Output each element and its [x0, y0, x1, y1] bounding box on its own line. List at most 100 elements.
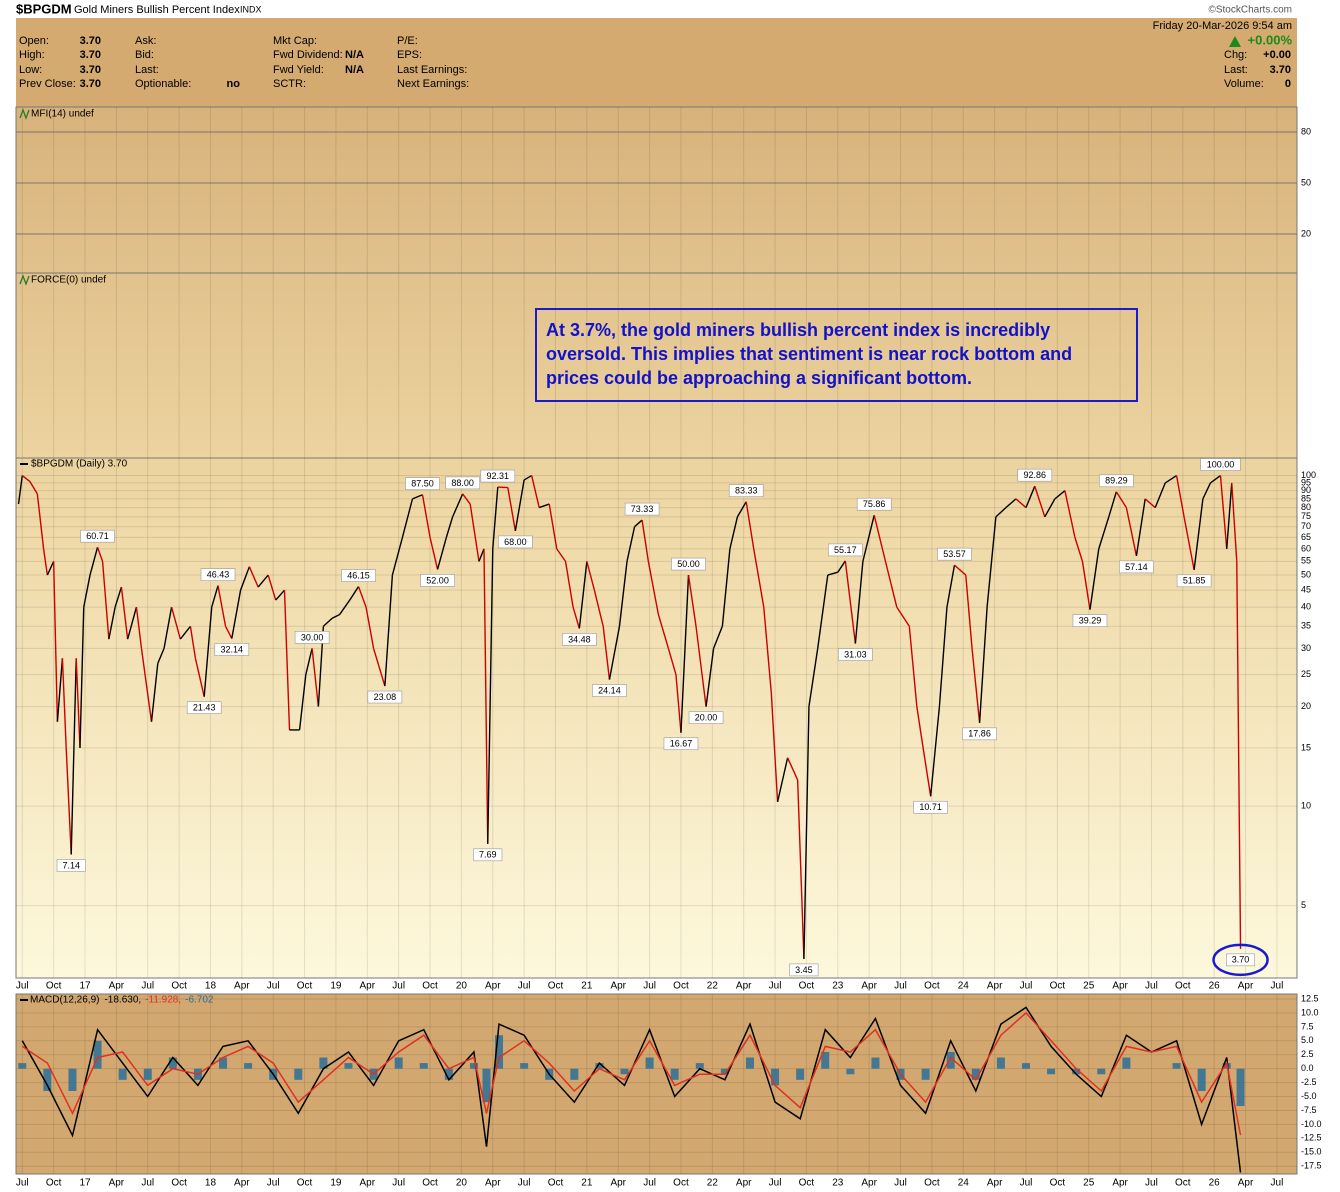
x-tick-label: Jul: [392, 981, 405, 992]
price-segment: [1064, 490, 1076, 538]
histogram-bar: [18, 1063, 27, 1069]
price-segment: [17, 475, 23, 505]
macd-bg: [16, 994, 1297, 1174]
y-tick-label: -12.5: [1301, 1133, 1322, 1143]
price-segment: [429, 537, 439, 570]
price-segment: [680, 575, 690, 733]
histogram-bar: [482, 1068, 491, 1103]
data-label: 10.71: [919, 802, 942, 812]
label-box: [688, 711, 724, 724]
label-box: [1200, 458, 1241, 471]
price-segment: [1005, 498, 1017, 509]
y-tick-label: 5: [1301, 900, 1306, 910]
panel-border: [15, 993, 1298, 1175]
x-tick-label: 18: [205, 1178, 217, 1189]
y-tick-label: 50: [1301, 569, 1311, 579]
symbol: $BPGDM: [16, 1, 72, 16]
histogram-bar: [1097, 1068, 1106, 1075]
histogram-bar: [946, 1051, 955, 1069]
price-segment: [667, 648, 677, 675]
x-tick-label: Oct: [297, 1178, 313, 1189]
price-segment: [753, 548, 765, 608]
field-label: Last:: [1224, 64, 1248, 76]
label-box: [828, 543, 863, 557]
field-label: Last:: [135, 64, 159, 76]
price-segment: [56, 658, 64, 722]
price-segment: [391, 537, 404, 576]
price-segment: [436, 537, 448, 570]
x-tick-label: Jul: [1020, 981, 1033, 992]
x-tick-label: 25: [1083, 981, 1095, 992]
price-segment: [120, 586, 129, 640]
price-segment: [995, 507, 1007, 518]
x-tick-label: 24: [958, 981, 970, 992]
label-box: [856, 497, 892, 511]
price-segment: [687, 574, 697, 627]
histogram-bar: [344, 1063, 353, 1069]
label-box: [200, 568, 236, 581]
price-segment: [217, 585, 227, 627]
data-label: 100.00: [1207, 459, 1235, 469]
x-tick-label: Jul: [1145, 1178, 1158, 1189]
histogram-bar: [93, 1040, 102, 1069]
exchange: INDX: [240, 4, 262, 14]
field-label: Last Earnings:: [397, 64, 467, 76]
label-box: [937, 547, 972, 561]
price-segment: [357, 586, 367, 608]
price-segment: [796, 779, 805, 959]
x-tick-label: Jul: [1271, 1178, 1284, 1189]
histogram-bar: [720, 1068, 729, 1075]
y-tick-label: 70: [1301, 521, 1311, 531]
price-segment: [954, 564, 967, 576]
histogram-bar: [971, 1068, 980, 1080]
data-label: 51.85: [1183, 576, 1206, 586]
panel-bg: [16, 107, 1297, 978]
price-segment: [916, 706, 924, 749]
annotation: At 3.7%, the gold miners bullish percent…: [535, 308, 1138, 402]
label-box: [728, 484, 764, 498]
price-segment: [938, 607, 948, 707]
price-segment: [786, 757, 799, 781]
histogram-bar: [871, 1057, 880, 1069]
label-box: [562, 633, 597, 646]
y-tick-label: 20: [1301, 228, 1311, 238]
x-tick-label: Apr: [360, 981, 376, 992]
x-tick-label: Apr: [109, 1178, 125, 1189]
y-tick-label: 10: [1301, 800, 1311, 810]
histogram-bar: [1122, 1057, 1131, 1069]
histogram-bar: [168, 1057, 177, 1069]
x-tick-label: Oct: [548, 981, 564, 992]
data-label: 7.69: [479, 850, 497, 860]
x-tick-label: 26: [1209, 981, 1221, 992]
data-label: 88.00: [451, 478, 474, 488]
price-segment: [538, 503, 550, 509]
header-bg: [16, 18, 1297, 107]
x-tick-label: 20: [456, 981, 468, 992]
x-tick-label: Jul: [894, 981, 907, 992]
field-label: Fwd Dividend:: [273, 49, 343, 61]
histogram-bar: [68, 1068, 77, 1091]
data-label: 55.17: [834, 545, 857, 555]
x-tick-label: Apr: [485, 1178, 501, 1189]
label-box: [663, 737, 699, 751]
panel-title: MFI(14) undef: [31, 109, 94, 120]
price-segment: [729, 516, 739, 550]
price-segment: [224, 625, 233, 639]
field-label: Bid:: [135, 49, 154, 61]
histogram-bar: [1172, 1063, 1181, 1069]
y-tick-label: 20: [1301, 701, 1311, 711]
price-segment: [827, 571, 838, 576]
x-tick-label: Oct: [171, 1178, 187, 1189]
field-label: Next Earnings:: [397, 78, 469, 90]
price-segment: [675, 674, 682, 733]
price-segment: [372, 648, 386, 687]
x-tick-label: Jul: [141, 981, 154, 992]
price-segment: [150, 663, 159, 722]
x-tick-label: Apr: [736, 1178, 752, 1189]
x-tick-label: 17: [79, 1178, 91, 1189]
x-tick-label: Oct: [548, 1178, 564, 1189]
x-tick-label: Oct: [297, 981, 313, 992]
label-box: [498, 535, 533, 549]
price-segment: [21, 474, 31, 482]
price-segment: [647, 561, 660, 615]
